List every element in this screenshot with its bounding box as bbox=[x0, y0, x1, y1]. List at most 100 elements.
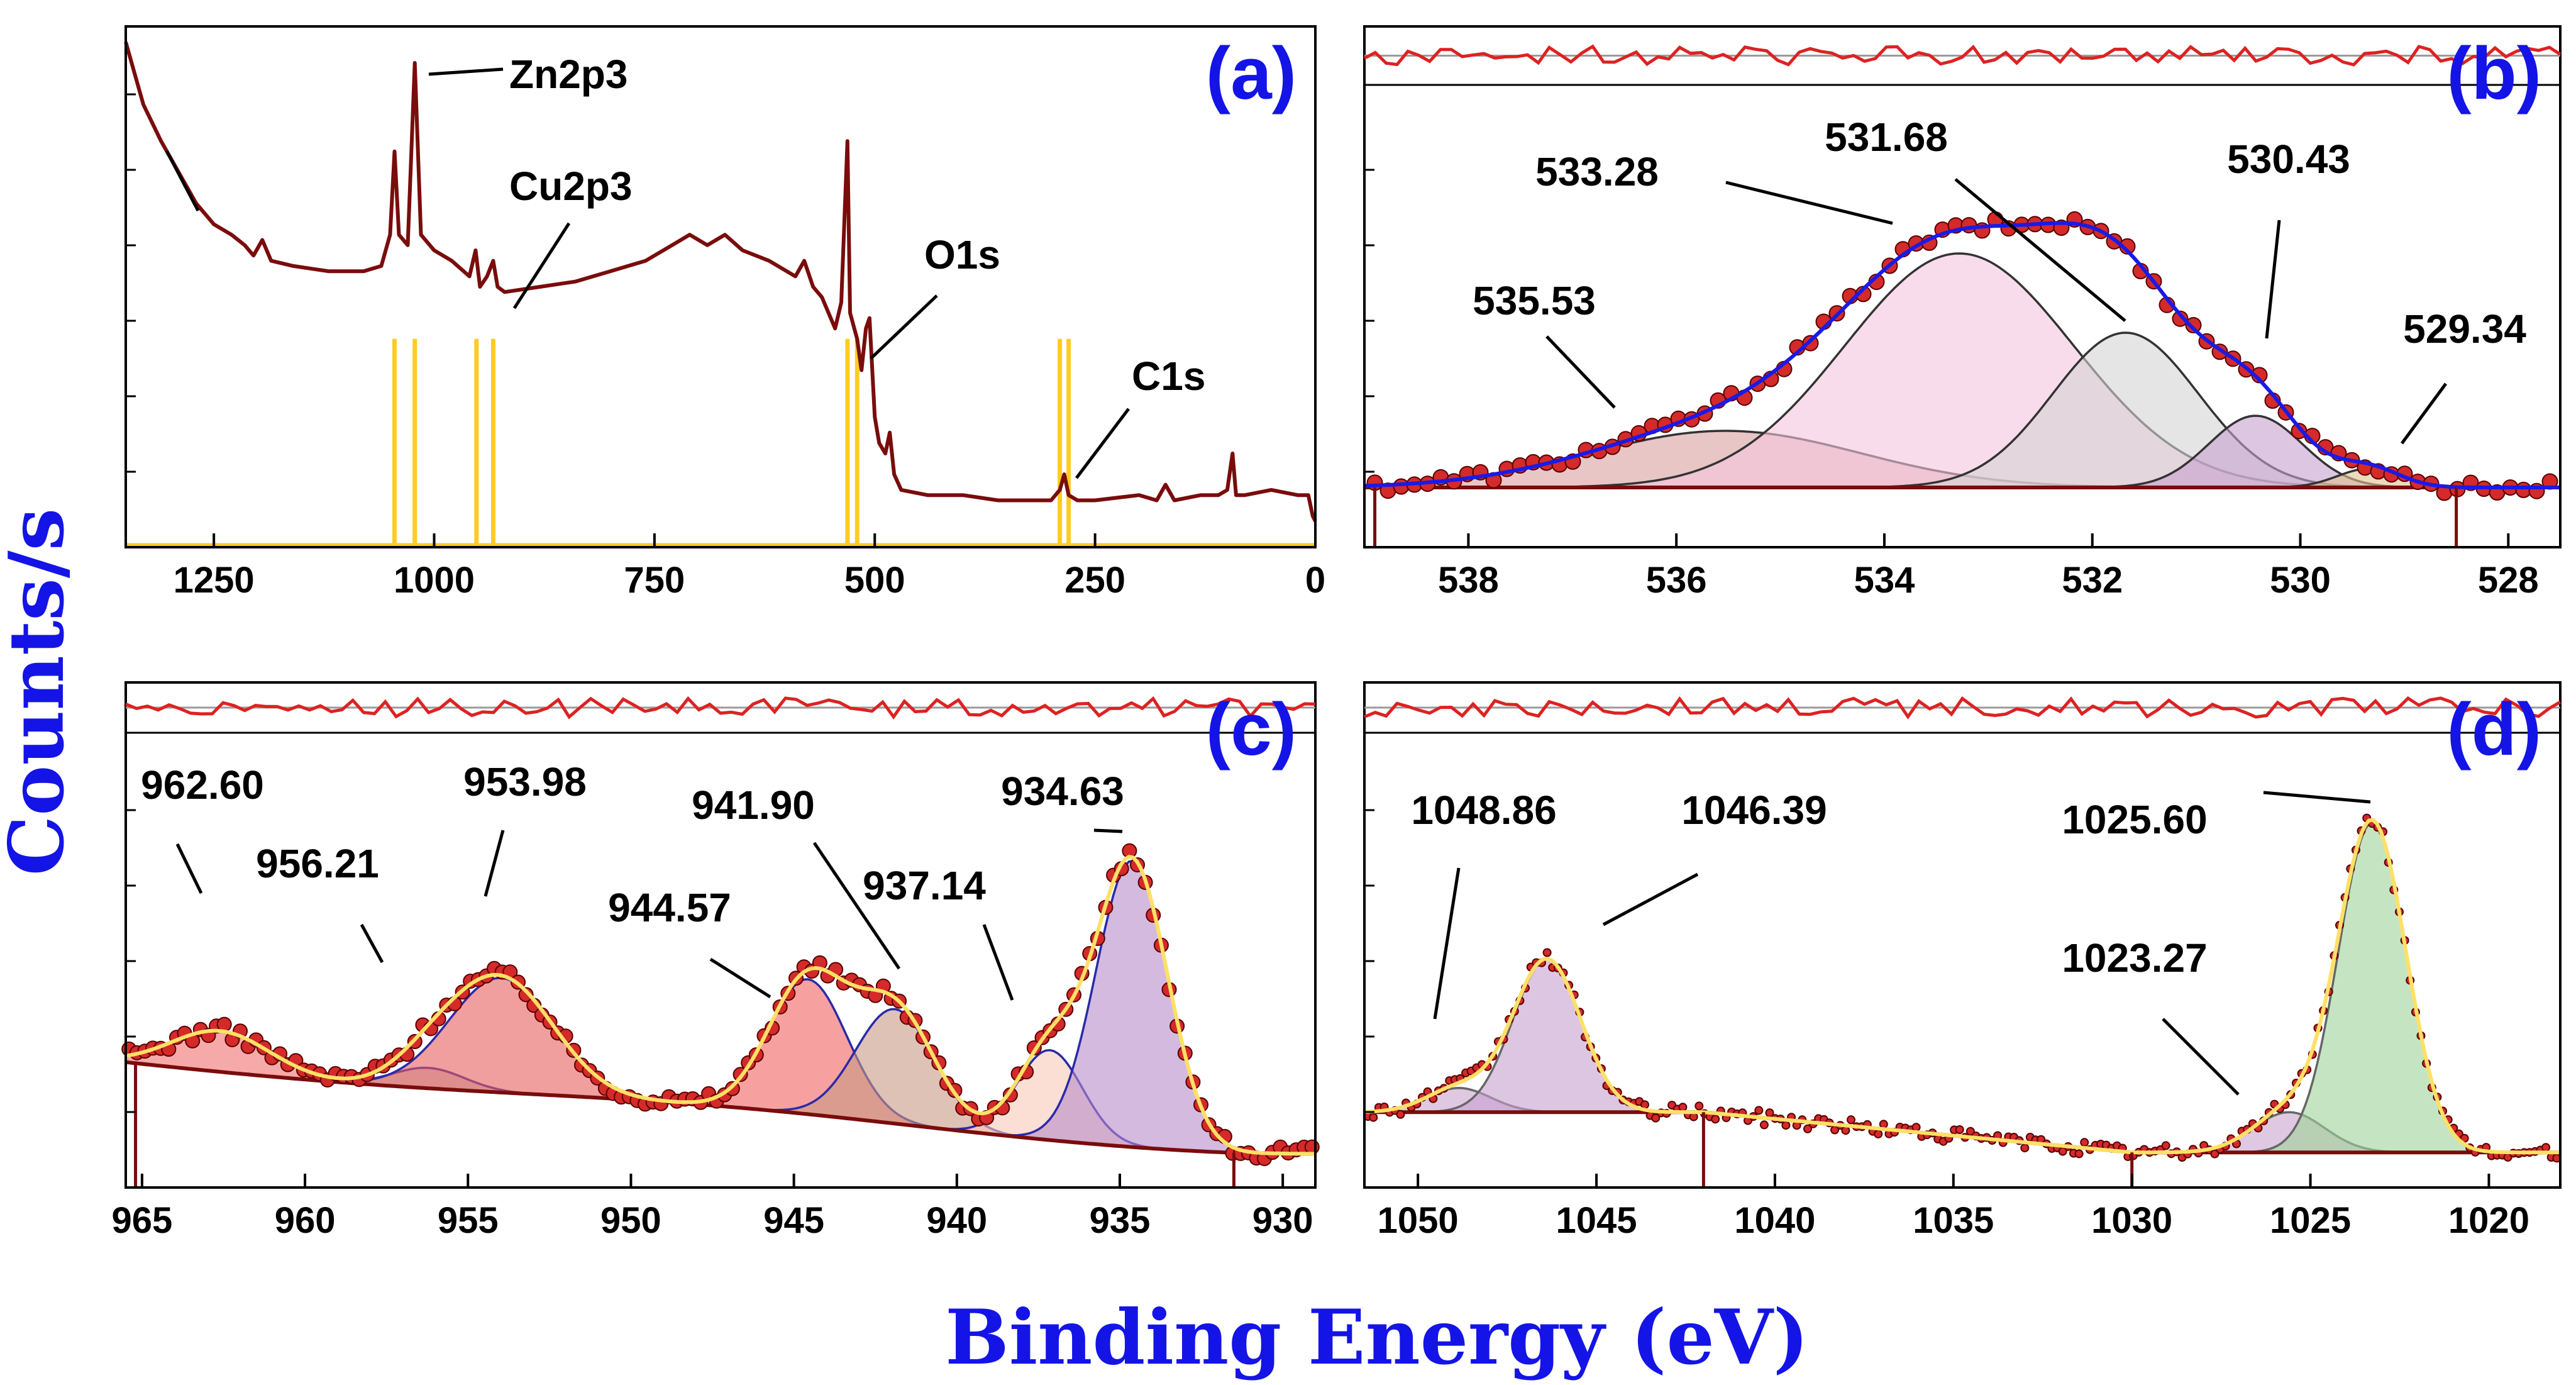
label-leader-line bbox=[1602, 872, 1699, 926]
envelope-fit-line bbox=[1364, 221, 2560, 489]
label-leader-line bbox=[175, 843, 203, 894]
x-tick-label: 534 bbox=[1854, 560, 1915, 601]
envelope-fit-line bbox=[125, 854, 1316, 1156]
data-point bbox=[2161, 1141, 2170, 1150]
panel-letter: (d) bbox=[2446, 688, 2541, 771]
label-leader-line bbox=[1954, 178, 2126, 322]
data-point bbox=[518, 987, 534, 1003]
data-point bbox=[1847, 1115, 1855, 1125]
x-tick-label: 1250 bbox=[174, 560, 255, 601]
x-tick-label: 1030 bbox=[2091, 1200, 2172, 1241]
x-tick-label: 750 bbox=[624, 560, 685, 601]
data-point bbox=[1689, 1112, 1698, 1121]
fit-component-area bbox=[1364, 253, 2560, 487]
fit-component-area bbox=[1364, 416, 2560, 487]
plot-frame bbox=[124, 25, 1317, 548]
data-point bbox=[2541, 1143, 2551, 1152]
label-leader-line bbox=[512, 222, 571, 309]
data-point bbox=[1841, 1126, 1850, 1135]
data-point bbox=[2074, 1149, 2084, 1159]
data-point bbox=[1396, 1110, 1405, 1119]
peak-label: 941.90 bbox=[692, 782, 815, 828]
data-point bbox=[1754, 1106, 1764, 1115]
data-point bbox=[2020, 1143, 2030, 1153]
x-tick-label: 935 bbox=[1090, 1200, 1151, 1241]
x-axis-title: Binding Energy (eV) bbox=[945, 1293, 1808, 1382]
x-tick-label: 960 bbox=[275, 1200, 336, 1241]
plot-frame bbox=[1363, 25, 2562, 548]
peak-label: 531.68 bbox=[1825, 114, 1948, 160]
peak-label: 937.14 bbox=[863, 863, 986, 908]
label-leader-line bbox=[428, 67, 504, 76]
peak-label: 533.28 bbox=[1535, 149, 1659, 194]
plot-frame bbox=[1363, 681, 2562, 1189]
label-leader-line bbox=[982, 924, 1014, 1001]
x-tick-label: 530 bbox=[2270, 560, 2331, 601]
x-tick-label: 528 bbox=[2478, 560, 2539, 601]
label-leader-line bbox=[1725, 181, 1893, 225]
panel-letter: (b) bbox=[2446, 32, 2541, 115]
peak-label: C1s bbox=[1132, 353, 1205, 399]
peak-label: 944.57 bbox=[608, 885, 731, 930]
label-leader-line bbox=[1093, 828, 1123, 833]
peak-label: 1048.86 bbox=[1411, 787, 1556, 833]
panel-b-o1s-spectrum: 535.53 533.28 531.68 530.43 529.34 538 536 534 5… bbox=[1363, 25, 2562, 601]
panel-letter: (a) bbox=[1206, 32, 1296, 115]
panel-letter: (c) bbox=[1206, 688, 1296, 771]
peak-label: 956.21 bbox=[256, 841, 379, 886]
data-point bbox=[1955, 1125, 1964, 1134]
residual-line bbox=[125, 696, 1316, 720]
x-tick-label: 1050 bbox=[1378, 1200, 1459, 1241]
data-point bbox=[1759, 1120, 1769, 1130]
data-point bbox=[1678, 1103, 1688, 1112]
x-tick-label: 0 bbox=[1305, 560, 1325, 601]
fit-component-area bbox=[126, 861, 1315, 1154]
x-tick-label: 930 bbox=[1252, 1200, 1313, 1241]
fit-component-area bbox=[1364, 431, 2560, 487]
data-point bbox=[2080, 1138, 2089, 1147]
residual-line bbox=[1363, 44, 2562, 67]
data-point bbox=[1304, 1139, 1320, 1155]
peak-label: Zn2p3 bbox=[509, 52, 627, 97]
label-leader-line bbox=[1433, 867, 1461, 1020]
label-leader-line bbox=[1545, 335, 1616, 409]
x-tick-label: 945 bbox=[763, 1200, 824, 1241]
data-point bbox=[1694, 1101, 1704, 1111]
data-point bbox=[1542, 948, 1552, 957]
data-point bbox=[1781, 1121, 1791, 1130]
panel-c-cu2p-spectrum: 962.60 956.21 953.98 944.57 941.90 937.14 934.… bbox=[112, 681, 1320, 1241]
label-leader-line bbox=[2265, 220, 2281, 339]
x-tick-label: 532 bbox=[2062, 560, 2123, 601]
peak-label: 530.43 bbox=[2227, 136, 2350, 182]
peak-label: 1025.60 bbox=[2062, 797, 2207, 842]
x-tick-label: 1025 bbox=[2270, 1200, 2351, 1241]
x-tick-label: 1045 bbox=[1556, 1200, 1637, 1241]
x-tick-label: 1000 bbox=[394, 560, 475, 601]
plot-frame bbox=[124, 681, 1317, 1189]
peak-label: 1046.39 bbox=[1681, 787, 1827, 833]
x-tick-label: 1035 bbox=[1913, 1200, 1994, 1241]
x-tick-label: 538 bbox=[1438, 560, 1499, 601]
x-tick-label: 536 bbox=[1646, 560, 1707, 601]
residual-line bbox=[1364, 696, 2562, 720]
peak-label: 535.53 bbox=[1473, 278, 1596, 323]
peak-label: 962.60 bbox=[141, 762, 264, 808]
data-point bbox=[1711, 1115, 1720, 1124]
data-point bbox=[2185, 317, 2202, 333]
data-point bbox=[1965, 1126, 1975, 1136]
data-point bbox=[1369, 1113, 1378, 1122]
label-leader-line bbox=[2400, 382, 2448, 445]
data-point bbox=[1874, 1129, 1883, 1138]
data-point bbox=[2210, 1149, 2219, 1159]
x-tick-label: 950 bbox=[600, 1200, 661, 1241]
peak-label: O1s bbox=[924, 232, 1000, 277]
x-tick-label: 250 bbox=[1064, 560, 1125, 601]
peak-label: 1023.27 bbox=[2062, 935, 2207, 981]
label-leader-line bbox=[1075, 408, 1130, 479]
data-point bbox=[1879, 1120, 1888, 1129]
data-point bbox=[1803, 1124, 1812, 1133]
x-tick-label: 1040 bbox=[1734, 1200, 1815, 1241]
peak-label: 953.98 bbox=[463, 759, 587, 804]
label-leader-line bbox=[360, 923, 384, 964]
